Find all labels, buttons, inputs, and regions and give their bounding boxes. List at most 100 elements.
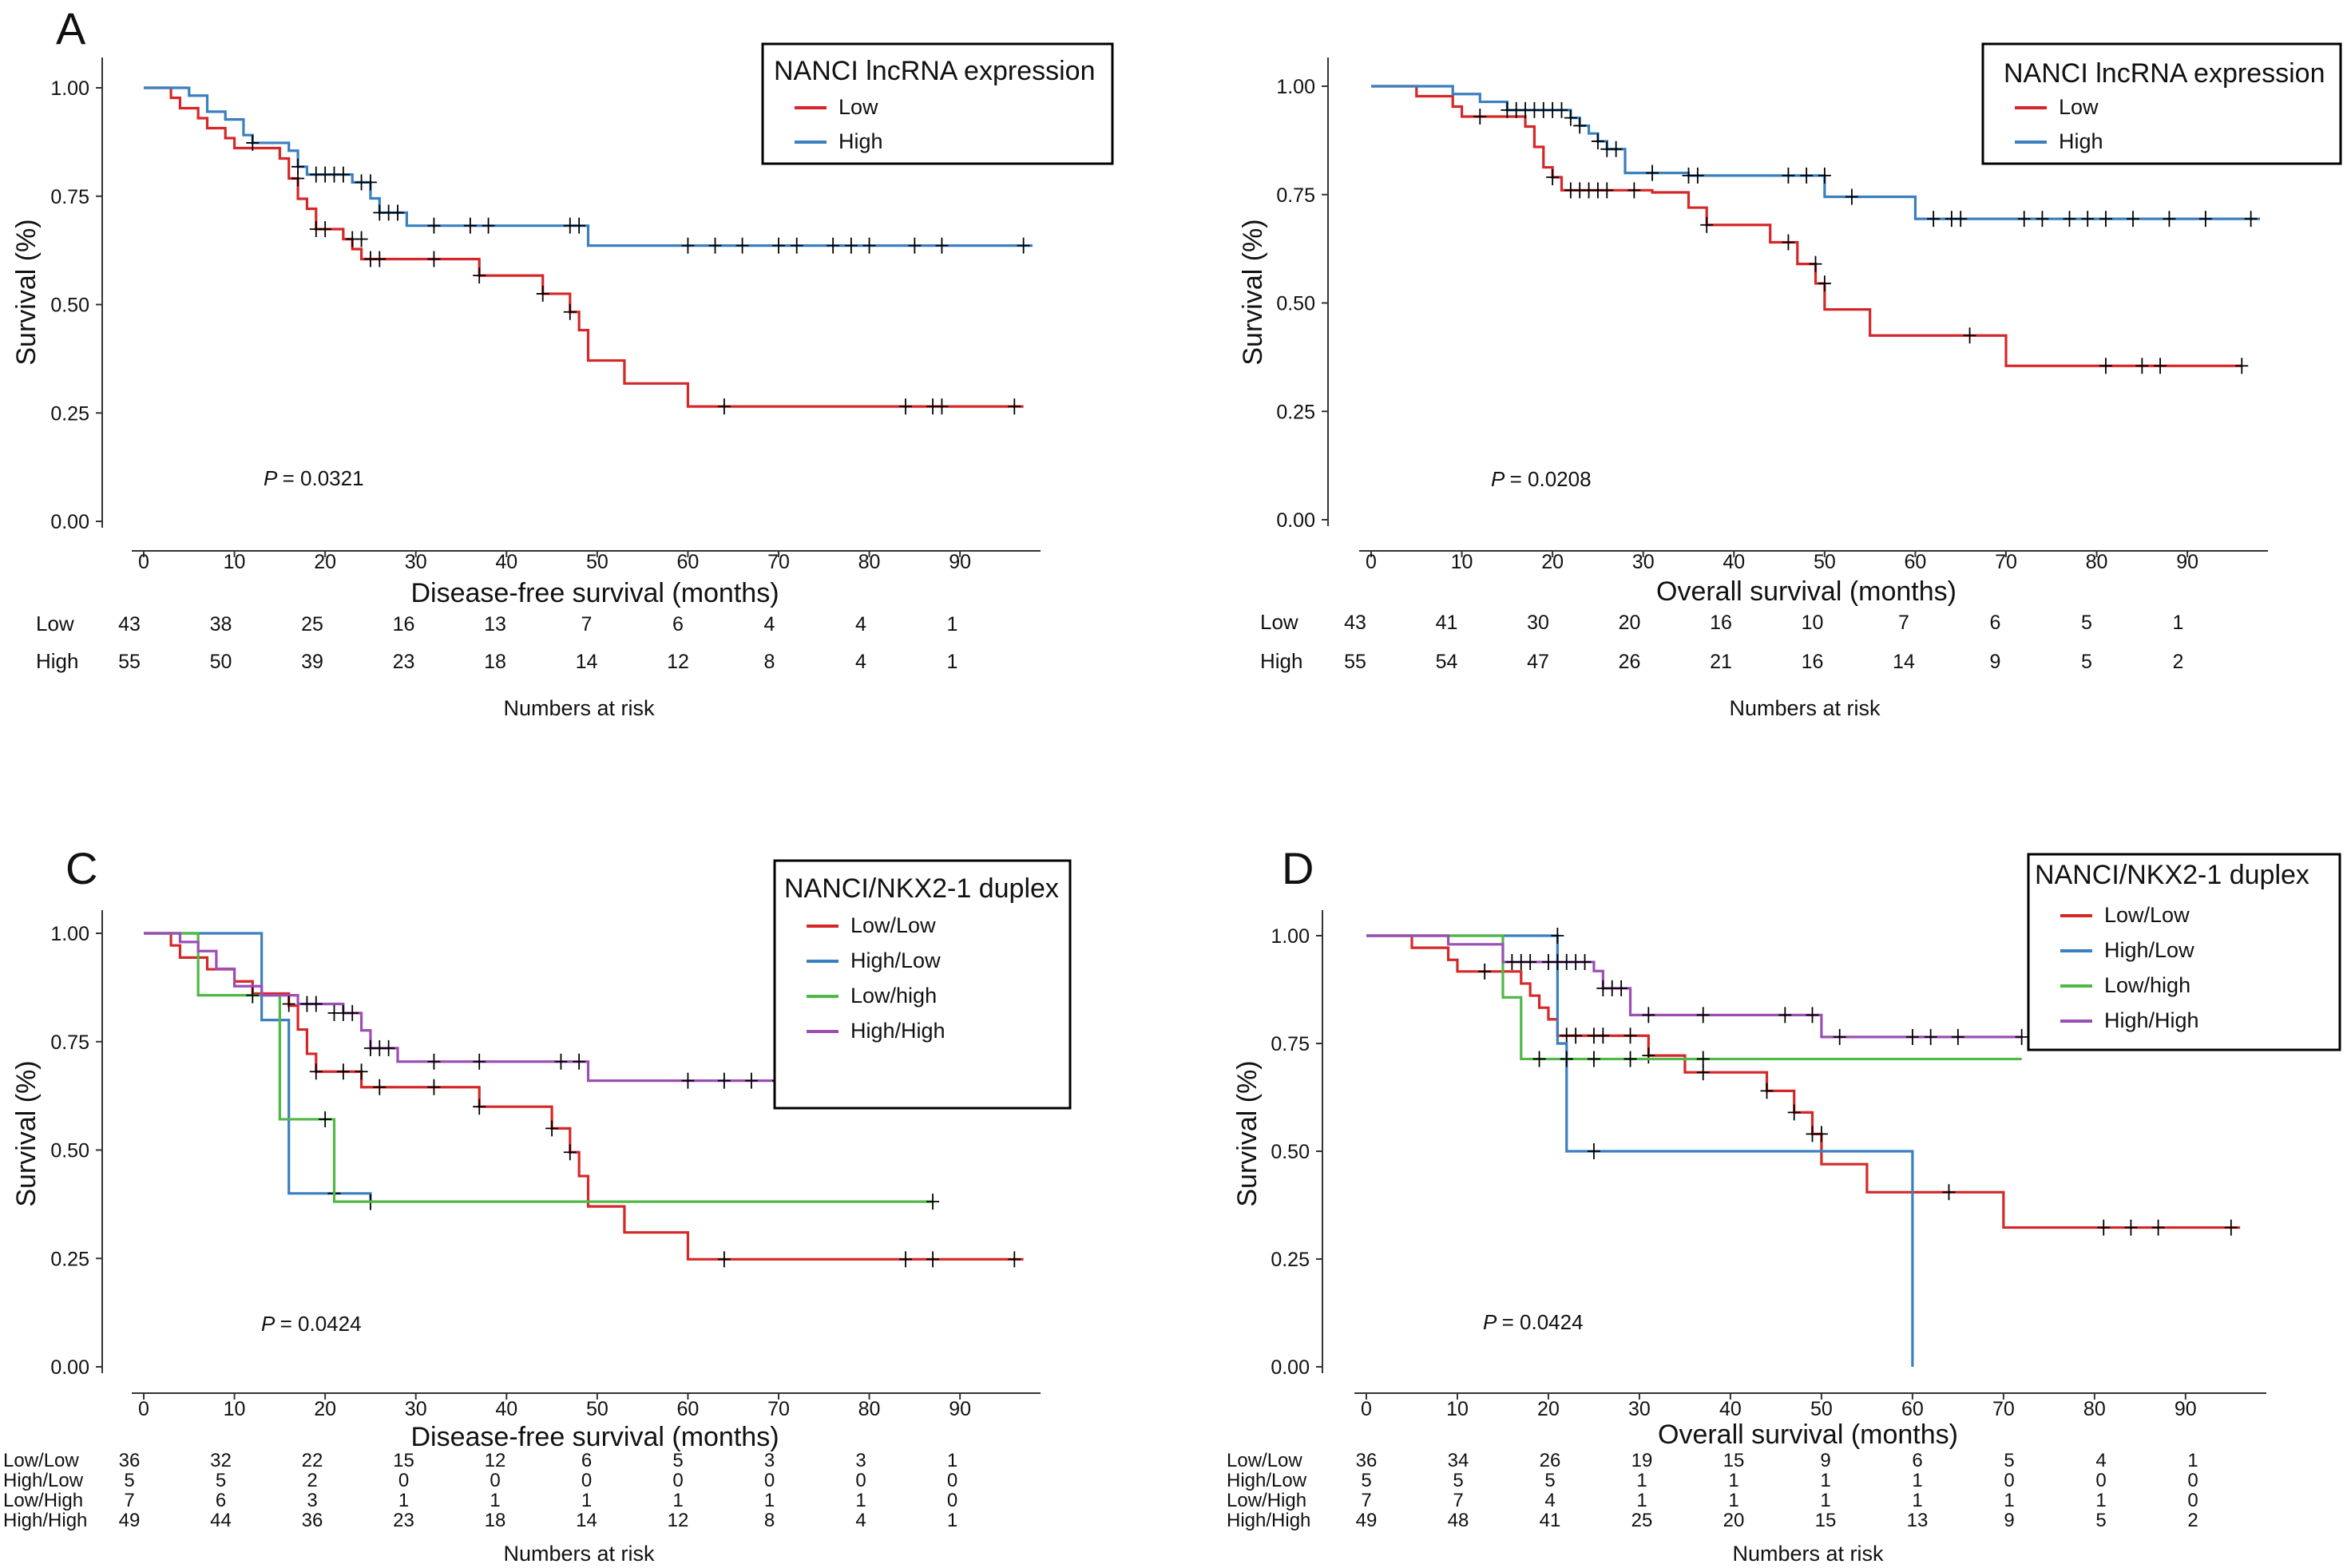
panel-d-censor-mark-high-high — [1642, 1007, 1655, 1024]
panel-letter-a: A — [56, 3, 86, 53]
panel-d-censor-mark-low-low — [2124, 1219, 2138, 1236]
panel-c-legend-label-low-high: Low/high — [850, 984, 937, 1008]
panel-b-risk-value: 6 — [1990, 612, 2001, 634]
panel-d-risk-value: 1 — [2095, 1490, 2106, 1511]
panel-b-risk-value: 5 — [2081, 651, 2092, 673]
panel-d-censor-mark-low-low — [1787, 1104, 1801, 1121]
panel-b-censor-mark-high — [2036, 211, 2049, 228]
panel-c-censor-mark-low-low — [336, 1063, 350, 1080]
panel-b-censor-mark-low — [1473, 109, 1487, 125]
panel-d-censor-mark-low-high — [1532, 1051, 1546, 1067]
panel-c-risk-value: 0 — [947, 1470, 957, 1491]
panel-a-censor-mark-high — [827, 237, 840, 254]
panel-d-risk-value: 0 — [2095, 1470, 2106, 1491]
panel-d-censor-mark-low-low — [1814, 1126, 1828, 1142]
panel-d-risk-value: 5 — [2095, 1510, 2106, 1531]
panel-c-censor-mark-high-high — [309, 996, 323, 1012]
panel-a-p-value: P = 0.0321 — [264, 466, 364, 490]
panel-b-censor-mark-high — [1646, 164, 1659, 181]
panel-d-censor-mark-low-high — [1696, 1051, 1710, 1067]
panel-b-censor-mark-high — [2081, 211, 2095, 228]
panel-d-x-tick-label: 10 — [1446, 1398, 1469, 1420]
panel-b-p-value-text: = 0.0208 — [1510, 467, 1592, 491]
panel-a-risk-value: 38 — [210, 613, 232, 636]
panel-b-censor-mark-low — [2154, 358, 2167, 374]
panel-a-censor-mark-high — [844, 237, 858, 254]
panel-c-risk-value: 3 — [307, 1490, 317, 1511]
panel-b-legend-title: NANCI lncRNA expression — [2004, 58, 2325, 89]
panel-d-p-value-text: = 0.0424 — [1502, 1310, 1584, 1334]
panel-b-risk-value: 7 — [1898, 612, 1909, 634]
panel-d-chart: 0.000.250.500.751.000 10 20 30 40 50 60 70 80 90O… — [1227, 853, 2341, 1566]
panel-a-y-tick-label: 0.75 — [50, 186, 89, 208]
panel-c-censor-mark-high-high — [427, 1053, 441, 1070]
panel-c-risk-value: 22 — [302, 1450, 323, 1471]
panel-b-risk-value: 21 — [1710, 651, 1732, 673]
panel-b-x-tick-label: 70 — [1995, 551, 2017, 573]
panel-b-legend-label-low: Low — [2059, 95, 2099, 119]
panel-d-legend-title: NANCI/NKX2-1 duplex — [2035, 860, 2309, 890]
panel-a-censor-mark-high — [363, 174, 377, 191]
panel-c-risk-value: 1 — [490, 1490, 500, 1511]
panel-c-x-tick-label: 90 — [949, 1398, 971, 1420]
panel-c-risk-value: 3 — [855, 1450, 866, 1471]
panel-c-censor-mark-low-low — [427, 1079, 441, 1095]
panel-a-risk-value: 39 — [301, 651, 323, 673]
panel-a-p-value-text: = 0.0321 — [283, 466, 364, 490]
panel-c-risk-value: 1 — [855, 1490, 866, 1511]
panel-c-risk-value: 3 — [764, 1450, 775, 1471]
panel-b-x-tick-label: 40 — [1723, 551, 1745, 573]
panel-a-censor-mark-low — [1008, 398, 1021, 415]
panel-b-censor-mark-low — [1600, 182, 1614, 199]
panel-a-censor-mark-low — [563, 303, 577, 320]
panel-b-risk-value: 16 — [1710, 612, 1732, 634]
panel-c-risk-value: 5 — [216, 1470, 226, 1491]
panel-a-risk-title: Numbers at risk — [503, 696, 655, 720]
panel-a-risk-value: 25 — [301, 613, 323, 636]
panel-b-x-axis-title: Overall survival (months) — [1656, 576, 1956, 607]
panel-d-legend-label-high-low: High/Low — [2104, 938, 2194, 962]
panel-c-y-axis-title: Survival (%) — [11, 1060, 42, 1206]
panel-a-chart: 0.00 0.25 0.50 0.75 1.00 0 10 20 30 40 50 60 70 80 90 D… — [11, 42, 1114, 720]
panel-c-chart: 0.000.250.500.751.000 10 20 30 40 50 60 70 80 90D… — [3, 859, 1072, 1566]
panel-d-x-tick-label: 30 — [1628, 1398, 1651, 1420]
panel-d-censor-mark-low-low — [2097, 1219, 2111, 1236]
panel-c-risk-value: 36 — [302, 1510, 323, 1531]
panel-a-censor-mark-high — [336, 166, 350, 183]
panel-c-censor-mark-low-low — [309, 1063, 323, 1080]
panel-b-risk-value: 26 — [1619, 651, 1641, 673]
panel-a-risk-value: 6 — [672, 613, 684, 636]
panel-d-risk-value: 15 — [1723, 1450, 1745, 1471]
panel-d-risk-value: 0 — [2187, 1470, 2198, 1491]
panel-b-censor-mark-low — [1546, 169, 1560, 186]
panel-c-legend-title: NANCI/NKX2-1 duplex — [784, 873, 1059, 904]
panel-c-risk-row-label: Low/High — [3, 1490, 83, 1511]
panel-c-censor-mark-high-high — [744, 1072, 758, 1089]
panel-b-censor-mark-high — [1818, 167, 1831, 184]
panel-a-risk-value: 1 — [947, 651, 958, 673]
panel-a-censor-mark-high — [708, 237, 722, 254]
panel-b-y-tick-label: 0.50 — [1276, 293, 1315, 315]
panel-c-x-tick-label: 40 — [495, 1398, 517, 1420]
panel-c-risk-row-label: High/Low — [3, 1470, 84, 1491]
panel-c-risk-value: 23 — [393, 1510, 414, 1531]
panel-a-censor-mark-low — [355, 231, 368, 247]
panel-a-risk-value: 55 — [118, 651, 141, 673]
panel-b-censor-mark-low — [2235, 358, 2249, 374]
panel-c-censor-mark-low-low — [355, 1063, 368, 1080]
panel-b-risk-value: 43 — [1344, 612, 1366, 634]
panel-d-risk-value: 15 — [1815, 1510, 1837, 1531]
panel-c-x-tick-label: 70 — [767, 1398, 790, 1420]
panel-c-censor-mark-low-low — [717, 1251, 731, 1268]
panel-c-risk-value: 1 — [672, 1490, 683, 1511]
panel-d-x-tick-label: 90 — [2175, 1398, 2197, 1420]
panel-a-risk-value: 43 — [118, 613, 141, 636]
panel-a-y-tick-label: 0.25 — [50, 402, 89, 425]
panel-a-risk-value: 16 — [393, 613, 415, 636]
panel-b-risk-row-label: Low — [1260, 610, 1298, 634]
panel-d-risk-title: Numbers at risk — [1732, 1542, 1884, 1566]
panel-a-risk-value: 4 — [855, 613, 866, 636]
panel-c-risk-value: 5 — [672, 1450, 683, 1471]
panel-c-p-value: P = 0.0424 — [261, 1312, 362, 1336]
panel-a-censor-mark-high — [862, 237, 876, 254]
